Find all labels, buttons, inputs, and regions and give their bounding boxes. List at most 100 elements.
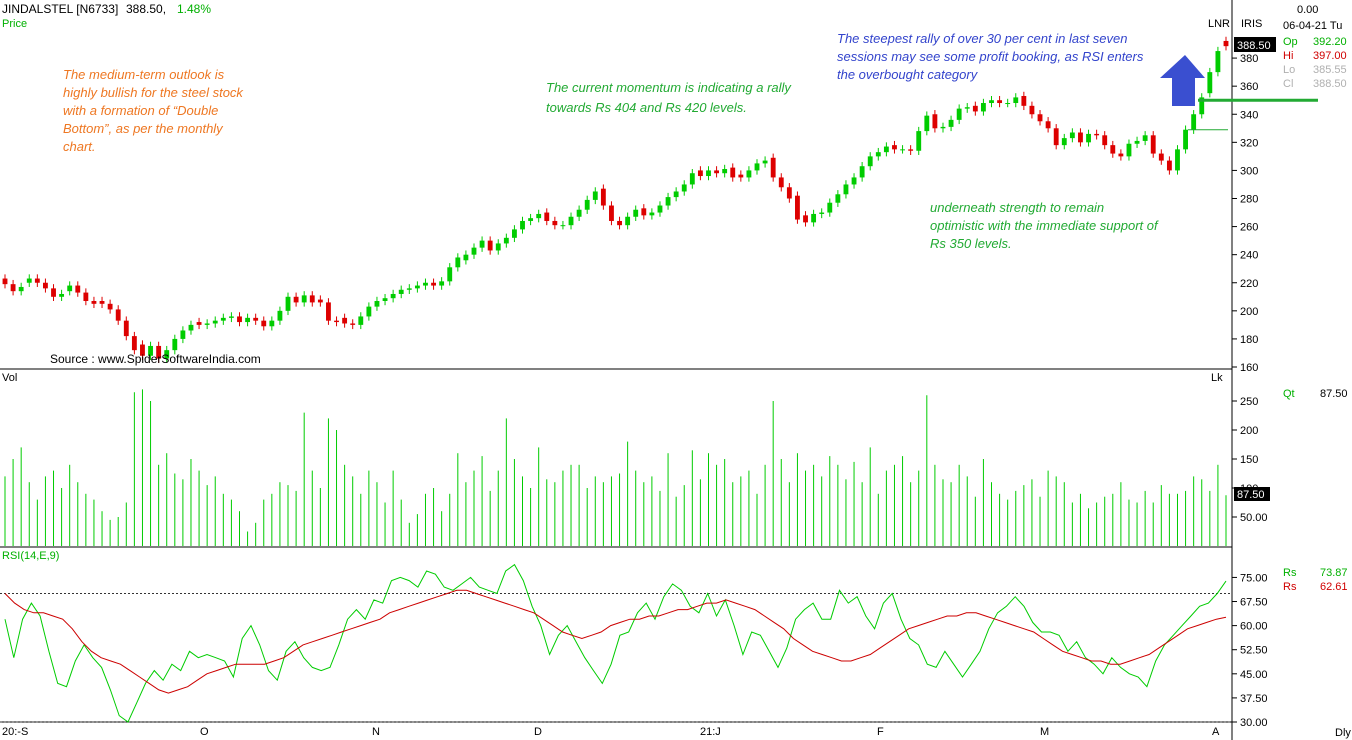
candle-body bbox=[237, 316, 242, 323]
annotation-line: optimistic with the immediate support of bbox=[930, 218, 1159, 233]
annotation-line: highly bullish for the steel stock bbox=[63, 85, 244, 100]
candle-body bbox=[528, 218, 534, 221]
candle bbox=[673, 187, 679, 202]
candle-body bbox=[851, 177, 857, 185]
annotation-line: The medium-term outlook is bbox=[63, 67, 225, 82]
annotation-line: The current momentum is indicating a ral… bbox=[546, 80, 792, 95]
annotation-line: sessions may see some profit booking, as… bbox=[837, 49, 1144, 64]
candle bbox=[245, 313, 251, 327]
candle bbox=[1029, 101, 1035, 119]
candle-body bbox=[131, 336, 137, 351]
candle-body bbox=[1191, 114, 1197, 130]
candle-body bbox=[803, 215, 808, 223]
candle bbox=[617, 216, 622, 230]
candle-body bbox=[625, 216, 631, 226]
candle-body bbox=[390, 293, 396, 299]
candle-body bbox=[892, 145, 897, 150]
symbol-label: JINDALSTEL [N6733] bbox=[2, 2, 118, 16]
candle bbox=[1069, 128, 1075, 143]
iris-label: IRIS bbox=[1241, 18, 1262, 30]
candle-body bbox=[253, 317, 259, 321]
price-tick-label: 320 bbox=[1240, 137, 1258, 149]
ohlc-value: 388.50 bbox=[1313, 78, 1347, 90]
candle bbox=[714, 166, 720, 178]
candle-body bbox=[91, 301, 97, 304]
candle bbox=[835, 190, 841, 207]
axis-labels: 160 180 200 220 240 260 280 300 320 340 360 380 50.0… bbox=[2, 53, 1268, 738]
candle-body bbox=[59, 293, 65, 297]
x-tick-label: 21:J bbox=[700, 726, 721, 738]
price-tick-label: 180 bbox=[1240, 334, 1258, 346]
candle-body bbox=[212, 320, 218, 324]
candle-body bbox=[827, 202, 833, 213]
candle-body bbox=[220, 317, 226, 321]
rsi-label-2: Rs bbox=[1283, 581, 1297, 593]
candle-body bbox=[1094, 133, 1100, 136]
candle-body bbox=[916, 131, 922, 151]
candle bbox=[228, 312, 234, 323]
price-tick-label: 280 bbox=[1240, 194, 1258, 206]
candle-body bbox=[293, 296, 299, 303]
candle-body bbox=[423, 282, 428, 286]
candle bbox=[641, 204, 647, 220]
candle bbox=[398, 285, 404, 299]
candle bbox=[204, 319, 210, 330]
candle-body bbox=[649, 212, 655, 216]
price-tick-label: 240 bbox=[1240, 250, 1258, 262]
volume-tick-label: 150 bbox=[1240, 454, 1258, 466]
ohlc-readout: Op 392.20 Hi 397.00 Lo 385.55 Cl 388.50 bbox=[1283, 36, 1347, 90]
candle bbox=[972, 101, 978, 116]
price-tick-label: 260 bbox=[1240, 222, 1258, 234]
candle-body bbox=[1005, 103, 1011, 105]
volume-tick-label: 200 bbox=[1240, 425, 1258, 437]
volume-tick-label: 250 bbox=[1240, 396, 1258, 408]
candle bbox=[843, 180, 849, 199]
candle bbox=[649, 208, 655, 220]
candle bbox=[463, 250, 469, 265]
candle-body bbox=[511, 229, 517, 238]
candle bbox=[552, 216, 558, 230]
candle-body bbox=[18, 286, 24, 292]
candle-body bbox=[762, 160, 768, 164]
candle-body bbox=[754, 163, 760, 171]
candle bbox=[560, 220, 566, 230]
candle-body bbox=[997, 100, 1003, 104]
candle-body bbox=[730, 167, 736, 178]
rsi-tick-label: 37.50 bbox=[1240, 693, 1268, 705]
candle-body bbox=[1102, 135, 1108, 146]
candle-body bbox=[269, 320, 275, 327]
candle-body bbox=[414, 285, 420, 289]
candle bbox=[770, 153, 776, 182]
candle-body bbox=[358, 316, 364, 325]
change-percent: 1.48% bbox=[177, 2, 211, 16]
rsi-tick-label: 67.50 bbox=[1240, 597, 1268, 609]
candle bbox=[786, 183, 792, 203]
price-tick-label: 220 bbox=[1240, 278, 1258, 290]
annotation-rally: The steepest rally of over 30 per cent i… bbox=[837, 31, 1144, 82]
candle-body bbox=[180, 330, 186, 339]
candle bbox=[317, 295, 323, 307]
rsi-panel bbox=[0, 563, 1232, 723]
candle bbox=[342, 313, 348, 328]
candle-body bbox=[835, 194, 841, 203]
candle bbox=[689, 169, 695, 189]
price-tick-label: 200 bbox=[1240, 306, 1258, 318]
candle-body bbox=[770, 157, 776, 178]
candle-body bbox=[1021, 95, 1027, 106]
candle bbox=[253, 313, 259, 325]
candle-body bbox=[277, 310, 283, 321]
ohlc-value: 397.00 bbox=[1313, 50, 1347, 62]
candle-body bbox=[867, 156, 873, 167]
candle-body bbox=[746, 170, 752, 178]
candle bbox=[91, 296, 97, 309]
candle bbox=[754, 159, 760, 175]
candle bbox=[1207, 67, 1213, 98]
candle bbox=[326, 298, 331, 325]
candle bbox=[600, 184, 606, 210]
candle bbox=[293, 292, 299, 307]
candle bbox=[892, 140, 897, 154]
candle bbox=[980, 98, 986, 116]
candle-body bbox=[1118, 153, 1124, 157]
ohlc-label: Op bbox=[1283, 36, 1298, 48]
candle bbox=[536, 209, 542, 223]
